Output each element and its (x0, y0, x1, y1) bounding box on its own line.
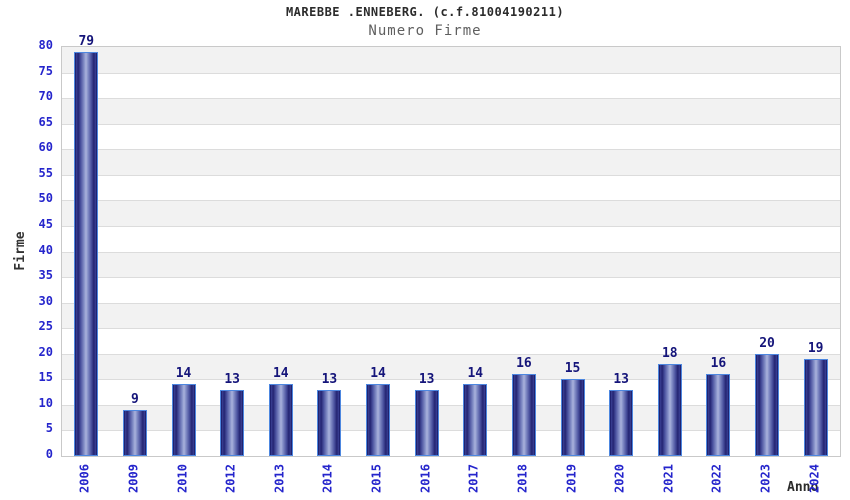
bar (463, 384, 488, 456)
bar (122, 410, 147, 456)
gridline (62, 404, 840, 406)
x-tick-label: 2015 (369, 464, 384, 493)
y-tick-label: 25 (38, 319, 53, 334)
bar-value-label: 14 (175, 366, 192, 382)
y-tick-label: 30 (38, 293, 53, 308)
bar-value-label: 16 (710, 356, 727, 372)
bar-value-label: 19 (807, 340, 824, 356)
bar (755, 353, 780, 456)
bar (366, 384, 391, 456)
grid-band (62, 225, 840, 252)
bar (803, 358, 828, 456)
x-tick-label: 2013 (272, 464, 287, 493)
plot-area: 79 9 14 13 14 13 14 13 14 16 15 13 18 16 20 19 (61, 34, 841, 457)
gridline (62, 149, 840, 151)
bar (317, 389, 342, 456)
gridline (62, 328, 840, 330)
x-tick-label: 2017 (466, 464, 481, 493)
grid-band (62, 200, 840, 226)
gridline (62, 251, 840, 253)
x-tick-label: 2006 (77, 464, 92, 493)
bar-value-label: 9 (131, 391, 139, 407)
grid-band (62, 149, 840, 175)
grid-band (62, 72, 840, 99)
y-tick-label: 5 (45, 421, 53, 436)
gridline (62, 379, 840, 381)
gridline (62, 430, 840, 432)
bar-value-label: 20 (759, 335, 775, 351)
grid-band (62, 123, 840, 150)
bar-value-label: 13 (224, 371, 241, 387)
bar (609, 389, 634, 456)
gridline (62, 200, 840, 202)
gridline (62, 72, 840, 74)
x-tick-label: 2014 (320, 464, 335, 493)
x-tick-label: 2023 (758, 464, 773, 493)
bar-value-label: 13 (613, 371, 630, 387)
y-tick-label: 50 (38, 191, 53, 206)
bar (171, 384, 196, 456)
y-tick-label: 80 (38, 38, 53, 52)
chart-title: MAREBBE .ENNEBERG. (c.f.81004190211) (285, 5, 565, 19)
y-tick-label: 65 (38, 114, 53, 129)
y-tick-label: 60 (38, 140, 53, 155)
grid-band (62, 302, 840, 329)
bar (657, 363, 682, 456)
gridline (62, 225, 840, 227)
bar-value-label: 18 (661, 345, 678, 361)
x-axis-title: Anno (787, 480, 819, 495)
x-tick-label: 2010 (175, 464, 190, 493)
bar (268, 384, 293, 456)
y-tick-label: 35 (38, 268, 53, 283)
grid-band (62, 174, 840, 201)
bar-value-label: 15 (564, 361, 581, 377)
gridline (62, 277, 840, 279)
grid-band (62, 251, 840, 278)
bar-value-label: 13 (418, 371, 435, 387)
grid-band (62, 47, 840, 73)
y-tick-label: 75 (38, 63, 53, 78)
bar-value-label: 13 (321, 371, 338, 387)
gridline (62, 174, 840, 176)
y-tick-label: 70 (38, 89, 53, 104)
gridline (62, 123, 840, 125)
bar (511, 374, 536, 456)
y-tick-label: 40 (38, 242, 53, 257)
grid-band (62, 328, 840, 354)
chart-subtitle: Numero Firme (368, 23, 482, 39)
bar (560, 379, 585, 456)
bar-value-label: 16 (516, 356, 532, 372)
grid-band (62, 98, 840, 124)
bar (414, 389, 439, 456)
grid-band (62, 277, 840, 303)
x-tick-label: 2018 (515, 464, 530, 493)
x-tick-label: 2024 (807, 464, 822, 493)
bar-value-label: 14 (467, 366, 484, 382)
gridline (62, 98, 840, 100)
y-tick-label: 10 (38, 395, 53, 410)
x-tick-label: 2019 (564, 464, 579, 493)
bar (706, 374, 731, 456)
bar-value-label: 79 (78, 34, 95, 50)
x-tick-label: 2020 (612, 464, 627, 493)
x-tick-label: 2012 (223, 464, 238, 493)
y-tick-label: 55 (38, 165, 53, 180)
x-tick-label: 2016 (418, 464, 433, 493)
y-tick-label: 20 (38, 344, 53, 359)
bar-value-label: 14 (370, 366, 386, 382)
bar-value-label: 14 (272, 366, 289, 382)
bar (74, 52, 99, 456)
gridline (62, 302, 840, 304)
y-tick-label: 15 (38, 370, 53, 385)
x-tick-label: 2022 (709, 464, 724, 493)
x-tick-label: 2009 (126, 464, 141, 493)
x-tick-label: 2021 (661, 464, 676, 493)
y-tick-label: 45 (38, 216, 53, 231)
y-tick-label: 0 (45, 447, 53, 461)
bar (220, 389, 245, 456)
gridline (62, 353, 840, 355)
